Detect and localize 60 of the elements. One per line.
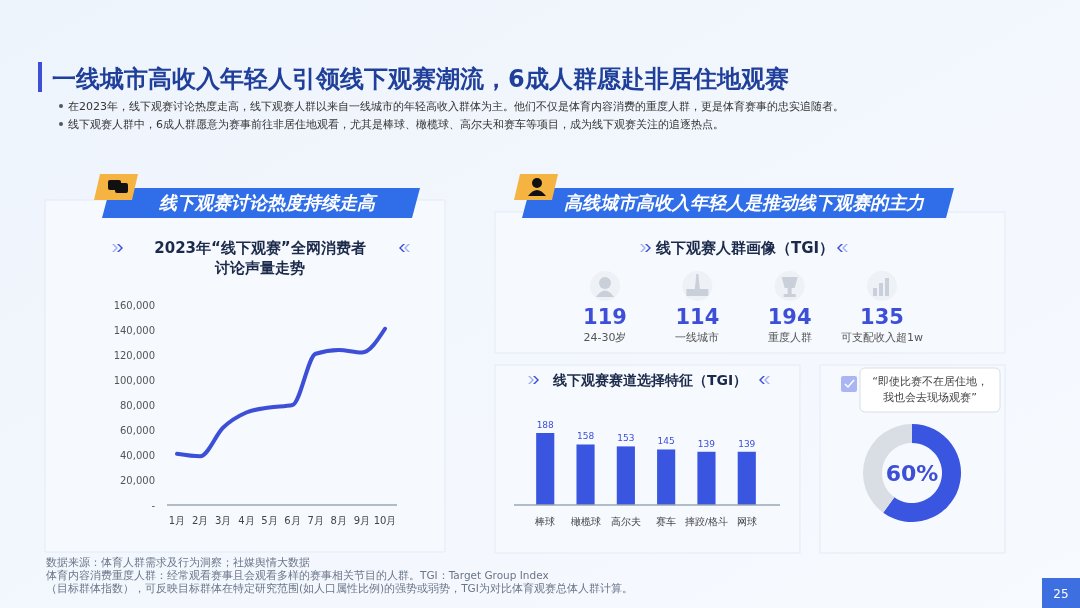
x-tick-label: 10月 [373, 515, 397, 526]
x-tick-label: 3月 [215, 515, 232, 526]
data-label: 135 [860, 305, 904, 329]
y-tick-label: - [151, 500, 156, 511]
category-label: 一线城市 [675, 331, 720, 344]
x-tick-label: 8月 [330, 515, 347, 526]
text: 高线城市高收入年轻人是推动线下观赛的主力 [564, 192, 925, 213]
y-tick-label: 160,000 [113, 300, 155, 311]
x-tick-label: 网球 [736, 516, 757, 527]
data-label: 153 [617, 433, 635, 444]
y-tick-label: 100,000 [113, 375, 155, 386]
x-tick-label: 5月 [261, 515, 278, 526]
y-tick-label: 20,000 [120, 475, 155, 486]
x-tick-label: 棒球 [535, 516, 556, 527]
line-series [175, 326, 387, 459]
x-tick-label: 2月 [191, 515, 209, 526]
data-label: 114 [675, 305, 720, 329]
x-tick-label: 摔跤/格斗 [684, 516, 729, 527]
donut-slice [883, 424, 961, 522]
bar [657, 449, 676, 505]
x-tick-label: 4月 [238, 515, 255, 526]
x-tick-label: 高尔夫 [610, 516, 641, 527]
text: 体育内容消费重度人群：经常观看赛事且会观看多样的赛事相关节目的人群。TGI：Target Group Index（目标群体指数），可反映目标群体在特定研究范围(如人口属性比例)的强势或弱势，TGI为对比体育观赛总体人群计算。 [46, 569, 633, 594]
x-tick-label: 7月 [307, 515, 324, 526]
x-tick-label: 9月 [353, 515, 371, 526]
y-tick-label: 120,000 [113, 350, 155, 361]
bar [536, 433, 555, 505]
data-label: 139 [697, 438, 716, 449]
data-label: 60% [885, 461, 939, 486]
bar [576, 444, 595, 505]
text: 在2023年，线下观赛讨论热度走高，线下观赛人群以来自一线城市的年轻高收入群体为主。他们不仅是体育内容消费的重度人群，更是体育赛事的忠实追随者。 [68, 100, 844, 113]
category-label: 重度人群 [767, 331, 812, 344]
y-tick-label: 60,000 [120, 425, 155, 436]
x-tick-label: 橄榄球 [570, 516, 601, 527]
y-tick-label: 80,000 [120, 400, 155, 411]
category-label: 24-30岁 [583, 331, 627, 344]
source-note: 数据来源：体育人群需求及行为洞察；社媒舆情大数据 [46, 556, 310, 568]
text: 25 [1053, 587, 1069, 601]
chart-subtitle: 线下观赛讨论热度持续走高 [158, 192, 378, 213]
bar [737, 451, 756, 505]
text: 线下观赛人群中，6成人群愿意为赛事前往非居住地观看，尤其是棒球、橄榄球、高尔夫和赛车等项目，成为线下观赛关注的追逐热点。 [68, 118, 724, 131]
data-label: 139 [738, 438, 756, 449]
chart-title: 线下观赛赛道选择特征（TGI） [551, 372, 748, 388]
data-label: 188 [536, 420, 555, 430]
bar [697, 451, 716, 505]
data-label: 119 [583, 305, 627, 329]
text: 线下观赛人群画像（TGI） [654, 239, 835, 257]
x-tick-label: 1月 [168, 515, 186, 526]
y-tick-label: 140,000 [113, 325, 155, 336]
data-label: 158 [576, 431, 595, 442]
y-tick-label: 40,000 [120, 450, 155, 461]
category-label: 可支配收入超1w [841, 331, 923, 344]
bar [616, 446, 635, 505]
x-tick-label: 6月 [284, 515, 301, 526]
data-label: 145 [657, 436, 675, 447]
x-tick-label: 赛车 [656, 516, 677, 527]
chart-title: 2023年“线下观赛”全网消费者讨论声量走势 [154, 239, 366, 277]
data-label: 194 [767, 305, 812, 329]
text: 一线城市高收入年轻人引领线下观赛潮流，6成人群愿赴非居住地观赛 [52, 65, 789, 93]
chart-title: “即使比赛不在居住地，我也会去现场观赛” [872, 375, 988, 404]
